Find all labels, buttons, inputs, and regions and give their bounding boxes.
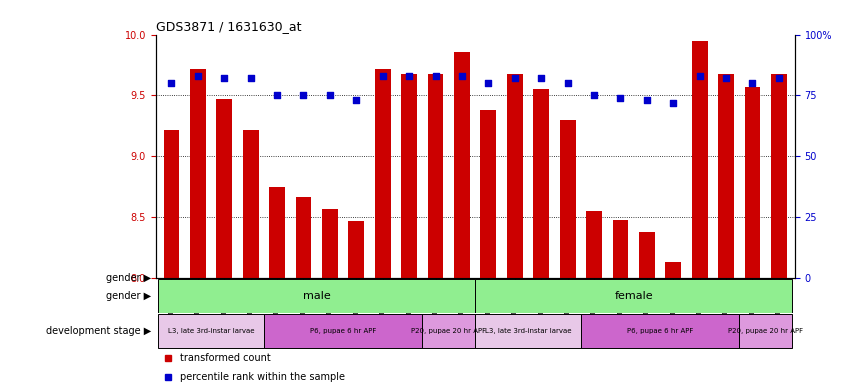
Point xyxy=(244,75,257,81)
Text: development stage ▶: development stage ▶ xyxy=(46,326,151,336)
Point xyxy=(429,73,442,79)
Bar xyxy=(559,120,575,278)
Text: gender ▶: gender ▶ xyxy=(106,291,151,301)
Bar xyxy=(322,209,338,278)
Text: P20, pupae 20 hr APF: P20, pupae 20 hr APF xyxy=(411,328,486,334)
Bar xyxy=(158,314,264,348)
Point xyxy=(587,93,600,99)
Bar xyxy=(475,314,581,348)
Bar xyxy=(581,314,739,348)
Point xyxy=(640,97,653,103)
Bar xyxy=(401,74,417,278)
Point xyxy=(350,97,363,103)
Bar xyxy=(422,314,475,348)
Text: L3, late 3rd-instar larvae: L3, late 3rd-instar larvae xyxy=(484,328,571,334)
Bar xyxy=(507,74,523,278)
Bar xyxy=(718,74,734,278)
Point xyxy=(535,75,548,81)
Point xyxy=(191,73,204,79)
Point xyxy=(482,80,495,86)
Point xyxy=(746,80,759,86)
Bar xyxy=(375,69,391,278)
Text: GDS3871 / 1631630_at: GDS3871 / 1631630_at xyxy=(156,20,301,33)
Point xyxy=(376,73,389,79)
Text: P20, pupae 20 hr APF: P20, pupae 20 hr APF xyxy=(728,328,803,334)
Bar xyxy=(295,197,311,278)
Bar xyxy=(190,69,206,278)
Bar xyxy=(692,41,707,278)
Point xyxy=(561,80,574,86)
Text: L3, late 3rd-instar larvae: L3, late 3rd-instar larvae xyxy=(168,328,254,334)
Point xyxy=(323,93,336,99)
Point xyxy=(508,75,521,81)
Bar xyxy=(739,314,792,348)
Text: female: female xyxy=(614,291,653,301)
Point xyxy=(218,75,231,81)
Bar xyxy=(744,87,760,278)
Text: gender ▶: gender ▶ xyxy=(106,273,151,283)
Text: P6, pupae 6 hr APF: P6, pupae 6 hr APF xyxy=(627,328,693,334)
Point xyxy=(772,75,785,81)
Point xyxy=(455,73,468,79)
Bar xyxy=(243,129,258,278)
Point xyxy=(693,73,706,79)
Point xyxy=(402,73,415,79)
Point xyxy=(667,100,680,106)
Text: percentile rank within the sample: percentile rank within the sample xyxy=(180,372,345,382)
Text: transformed count: transformed count xyxy=(180,353,271,362)
Bar xyxy=(269,187,285,278)
Point xyxy=(270,93,283,99)
Bar xyxy=(612,220,628,278)
Bar xyxy=(586,211,602,278)
Bar xyxy=(771,74,787,278)
Point xyxy=(165,80,178,86)
Bar xyxy=(216,99,232,278)
Bar xyxy=(665,262,681,278)
Bar xyxy=(454,51,470,278)
Bar xyxy=(158,279,475,313)
Bar xyxy=(475,279,792,313)
Text: male: male xyxy=(303,291,331,301)
Text: P6, pupae 6 hr APF: P6, pupae 6 hr APF xyxy=(310,328,376,334)
Bar xyxy=(264,314,422,348)
Bar xyxy=(639,232,655,278)
Point xyxy=(297,93,310,99)
Point xyxy=(614,95,627,101)
Bar xyxy=(163,129,179,278)
Bar xyxy=(427,74,443,278)
Point xyxy=(719,75,733,81)
Bar xyxy=(480,110,496,278)
Bar xyxy=(348,221,364,278)
Bar xyxy=(533,89,549,278)
